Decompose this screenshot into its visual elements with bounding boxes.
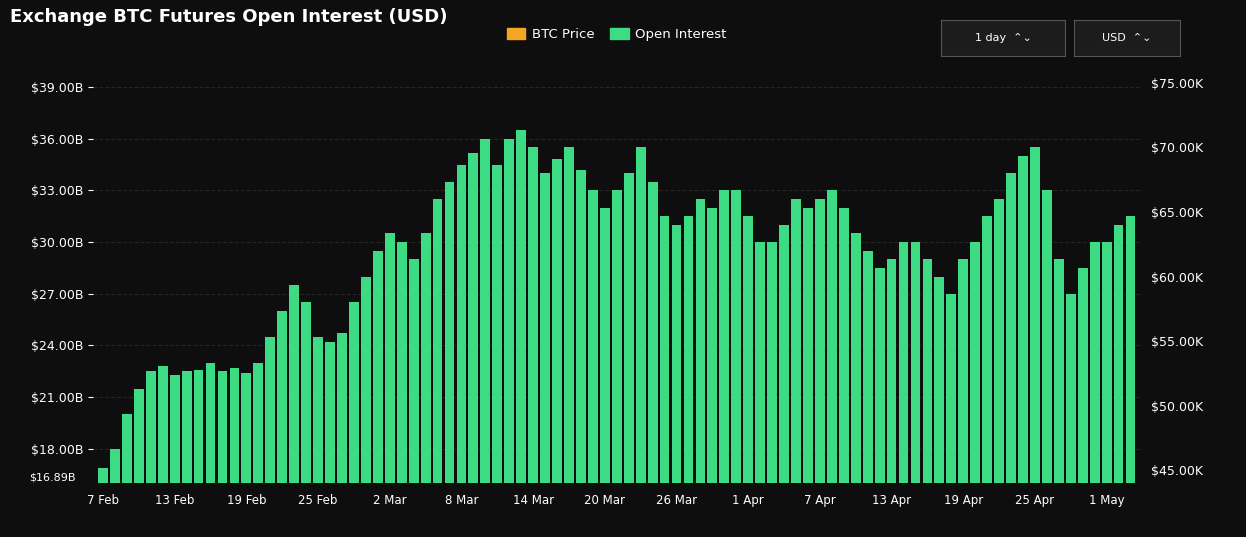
Bar: [445, 182, 455, 537]
Bar: [839, 208, 849, 537]
Bar: [576, 170, 586, 537]
Bar: [947, 294, 956, 537]
Bar: [731, 191, 741, 537]
Bar: [122, 415, 132, 537]
Bar: [481, 139, 490, 537]
Bar: [349, 302, 359, 537]
Bar: [492, 164, 502, 537]
Bar: [146, 371, 156, 537]
Bar: [982, 216, 992, 537]
Bar: [302, 302, 312, 537]
Bar: [887, 259, 896, 537]
Bar: [875, 268, 885, 537]
Bar: [158, 366, 168, 537]
Bar: [373, 251, 383, 537]
Bar: [1078, 268, 1088, 537]
Bar: [541, 173, 549, 537]
Bar: [289, 285, 299, 537]
Bar: [313, 337, 323, 537]
Bar: [206, 362, 216, 537]
Bar: [911, 242, 921, 537]
Legend: BTC Price, Open Interest: BTC Price, Open Interest: [501, 23, 733, 46]
Bar: [505, 139, 515, 537]
Bar: [229, 368, 239, 537]
Bar: [802, 208, 812, 537]
Bar: [635, 147, 645, 537]
Bar: [791, 199, 801, 537]
Bar: [135, 389, 143, 537]
Bar: [468, 153, 478, 537]
Text: $16.89B: $16.89B: [30, 473, 76, 483]
Bar: [719, 191, 729, 537]
Bar: [1030, 147, 1040, 537]
Bar: [934, 277, 944, 537]
Bar: [242, 373, 252, 537]
Bar: [779, 225, 789, 537]
Bar: [922, 259, 932, 537]
Bar: [755, 242, 765, 537]
Bar: [409, 259, 419, 537]
Bar: [815, 199, 825, 537]
Bar: [218, 371, 227, 537]
Bar: [599, 208, 609, 537]
Bar: [1018, 156, 1028, 537]
Bar: [659, 216, 669, 537]
Bar: [338, 333, 346, 537]
Bar: [827, 191, 837, 537]
Bar: [1065, 294, 1075, 537]
Bar: [624, 173, 634, 537]
Bar: [528, 147, 538, 537]
Bar: [1042, 191, 1052, 537]
Bar: [278, 311, 287, 537]
Bar: [182, 371, 192, 537]
Bar: [1125, 216, 1135, 537]
Bar: [684, 216, 693, 537]
Bar: [98, 468, 108, 537]
Bar: [588, 191, 598, 537]
Bar: [552, 159, 562, 537]
Bar: [169, 375, 179, 537]
Bar: [421, 234, 431, 537]
Bar: [672, 225, 682, 537]
Bar: [1114, 225, 1124, 537]
Bar: [396, 242, 406, 537]
Bar: [612, 191, 622, 537]
Bar: [744, 216, 753, 537]
Text: 1 day  ⌃⌄: 1 day ⌃⌄: [974, 33, 1032, 43]
Bar: [695, 199, 705, 537]
Bar: [193, 369, 203, 537]
Bar: [971, 242, 981, 537]
Bar: [898, 242, 908, 537]
Bar: [708, 208, 718, 537]
Bar: [958, 259, 968, 537]
Bar: [456, 164, 466, 537]
Bar: [1007, 173, 1015, 537]
Bar: [325, 342, 335, 537]
Bar: [862, 251, 872, 537]
Bar: [265, 337, 275, 537]
Text: Exchange BTC Futures Open Interest (USD): Exchange BTC Futures Open Interest (USD): [10, 8, 447, 26]
Bar: [516, 130, 526, 537]
Bar: [385, 234, 395, 537]
Text: USD  ⌃⌄: USD ⌃⌄: [1103, 33, 1151, 43]
Bar: [1054, 259, 1064, 537]
Bar: [110, 449, 120, 537]
Bar: [1090, 242, 1099, 537]
Bar: [994, 199, 1004, 537]
Bar: [851, 234, 861, 537]
Bar: [361, 277, 371, 537]
Bar: [1101, 242, 1111, 537]
Bar: [648, 182, 658, 537]
Bar: [432, 199, 442, 537]
Bar: [253, 362, 263, 537]
Bar: [564, 147, 574, 537]
Bar: [768, 242, 778, 537]
